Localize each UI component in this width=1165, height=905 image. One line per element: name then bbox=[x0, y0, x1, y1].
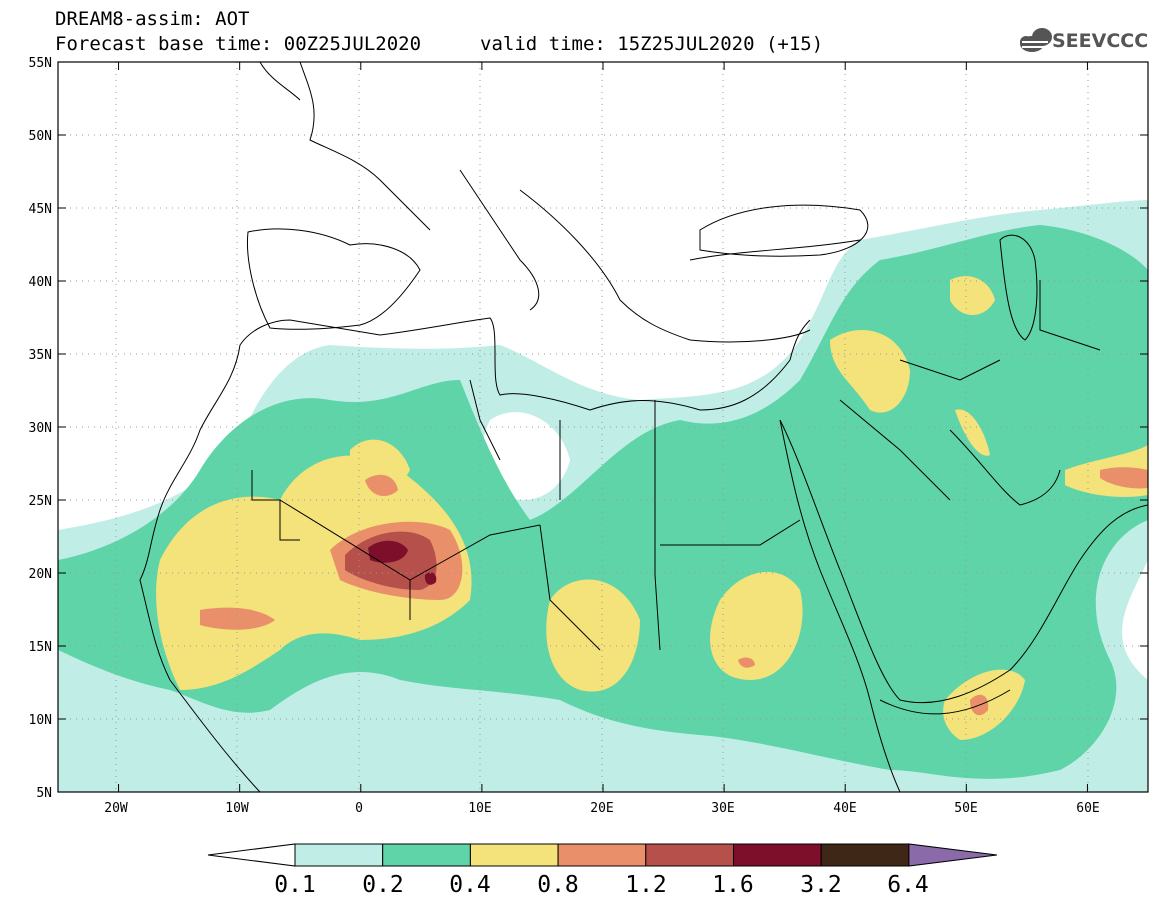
aot-level-0.8 bbox=[200, 607, 275, 630]
chart-title: DREAM8-assim: AOT bbox=[55, 8, 250, 30]
lon-tick-label: 20E bbox=[590, 801, 613, 816]
lon-labels: 20W 10W 0 10E 20E 30E 40E 50E 60E bbox=[104, 801, 1099, 816]
aot-level-0.4 bbox=[546, 579, 640, 692]
lon-tick-label: 10W bbox=[225, 801, 249, 816]
colorbar-label: 1.2 bbox=[625, 872, 667, 898]
lat-tick-label: 25N bbox=[29, 494, 52, 509]
lat-tick-label: 50N bbox=[29, 129, 52, 144]
colorbar-swatch bbox=[645, 843, 734, 867]
colorbar-arrow-low bbox=[207, 843, 296, 867]
aot-level-0.4 bbox=[710, 571, 803, 680]
aot-level-1.6 bbox=[424, 572, 437, 585]
valid-time: valid time: 15Z25JUL2020 (+15) bbox=[480, 33, 824, 55]
aot-level-0.4 bbox=[955, 409, 990, 456]
colorbar-swatch bbox=[469, 843, 559, 867]
tick-marks bbox=[58, 62, 1148, 792]
aot-level-1.6 bbox=[368, 540, 408, 563]
colorbar-swatch bbox=[557, 843, 647, 867]
colorbar-label: 6.4 bbox=[887, 872, 929, 898]
aot-field bbox=[58, 62, 1148, 792]
aot-level-0.2 bbox=[880, 410, 1051, 562]
colorbar-label: 0.2 bbox=[362, 872, 404, 898]
aot-level-0.8 bbox=[365, 474, 398, 496]
lon-tick-label: 0 bbox=[355, 801, 363, 816]
lat-tick-label: 20N bbox=[29, 567, 52, 582]
aot-level-0.8 bbox=[1100, 467, 1148, 489]
lon-tick-label: 50E bbox=[954, 801, 977, 816]
lon-tick-label: 30E bbox=[711, 801, 734, 816]
lat-tick-label: 40N bbox=[29, 275, 52, 290]
lat-labels: 55N 50N 45N 40N 35N 30N 25N 20N 15N 10N … bbox=[29, 56, 52, 801]
lon-tick-label: 40E bbox=[833, 801, 856, 816]
logo-text: SEEVCCC bbox=[1052, 30, 1149, 52]
aot-level-0.4 bbox=[156, 455, 472, 690]
lat-tick-label: 10N bbox=[29, 713, 52, 728]
aot-level-0.8 bbox=[738, 657, 755, 668]
colorbar-swatch bbox=[820, 843, 910, 867]
lat-tick-label: 30N bbox=[29, 421, 52, 436]
aot-level-0.4 bbox=[350, 439, 410, 491]
colorbar-label: 3.2 bbox=[800, 872, 842, 898]
lon-tick-label: 20W bbox=[104, 801, 128, 816]
lat-tick-label: 15N bbox=[29, 640, 52, 655]
colorbar bbox=[207, 843, 997, 867]
colorbar-arrow-high bbox=[908, 843, 997, 867]
forecast-base-time: Forecast base time: 00Z25JUL2020 bbox=[55, 33, 422, 55]
cloud-icon bbox=[1020, 28, 1052, 52]
colorbar-swatch bbox=[382, 843, 471, 867]
lon-tick-label: 10E bbox=[468, 801, 491, 816]
lat-tick-label: 55N bbox=[29, 56, 52, 71]
colorbar-label: 0.8 bbox=[537, 872, 579, 898]
colorbar-label: 1.6 bbox=[712, 872, 754, 898]
colorbar-swatch bbox=[294, 843, 384, 867]
colorbar-label: 0.4 bbox=[449, 872, 491, 898]
aot-level-0.4 bbox=[950, 276, 995, 315]
aot-gap bbox=[483, 412, 570, 500]
colorbar-label: 0.1 bbox=[274, 872, 316, 898]
coastlines bbox=[139, 62, 1148, 792]
lon-tick-label: 60E bbox=[1076, 801, 1099, 816]
lat-tick-label: 45N bbox=[29, 202, 52, 217]
lat-tick-label: 5N bbox=[36, 786, 52, 801]
aot-level-0.4 bbox=[830, 330, 910, 413]
colorbar-swatch bbox=[733, 843, 822, 867]
lat-tick-label: 35N bbox=[29, 348, 52, 363]
